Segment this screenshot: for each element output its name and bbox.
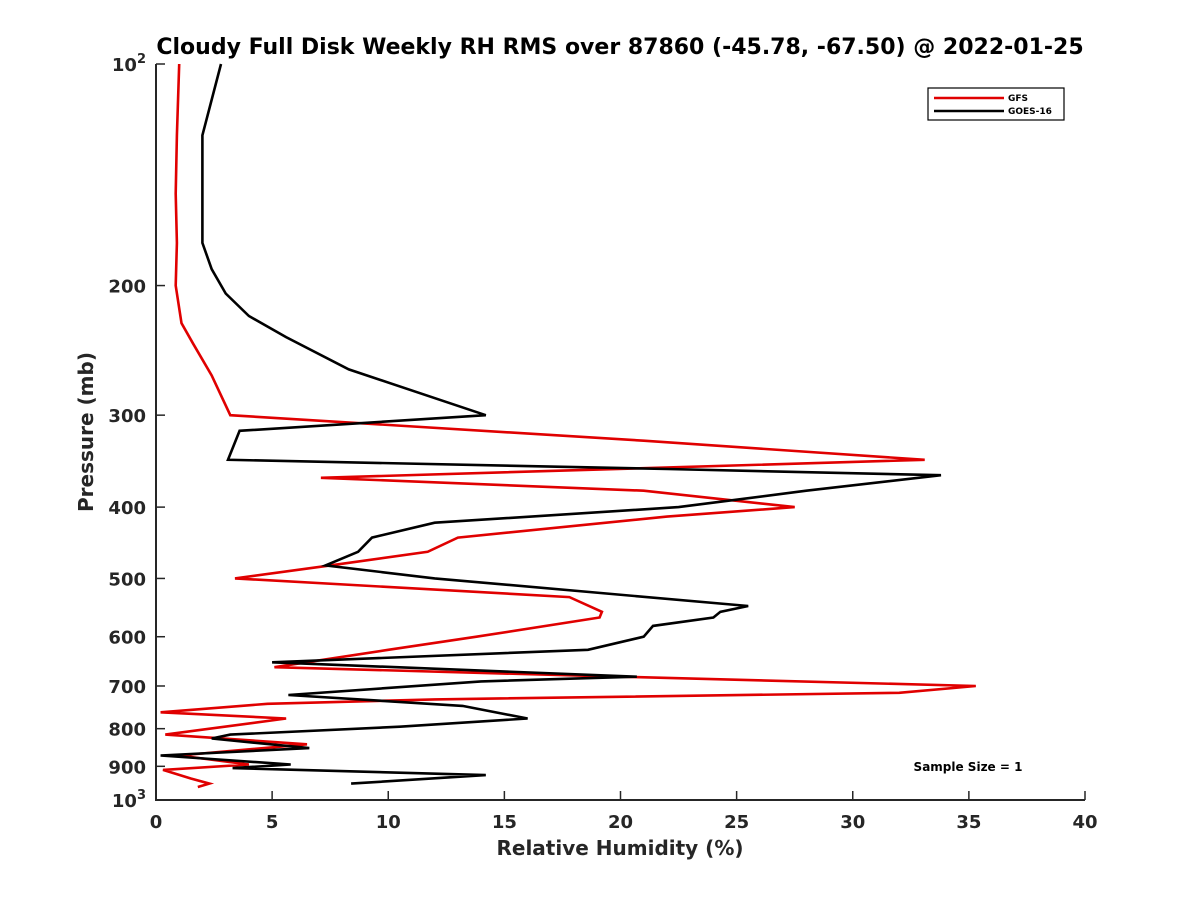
legend-label-gfs: GFS bbox=[1008, 94, 1028, 104]
axis-ticks: 0 5 10 15 20 25 30 35 40 102 200 300 400 500 600 700 800… bbox=[108, 52, 1097, 833]
y-tick-label: 700 bbox=[108, 677, 146, 698]
x-tick-label: 40 bbox=[1072, 812, 1097, 833]
x-tick-label: 35 bbox=[956, 812, 981, 833]
chart-title: Cloudy Full Disk Weekly RH RMS over 8786… bbox=[156, 35, 1083, 60]
y-tick-label: 500 bbox=[108, 569, 146, 590]
x-tick-label: 20 bbox=[608, 812, 633, 833]
x-tick-label: 5 bbox=[266, 812, 279, 833]
x-tick-label: 30 bbox=[840, 812, 865, 833]
y-tick-label: 103 bbox=[112, 788, 146, 812]
legend: GFS GOES-16 bbox=[927, 87, 1065, 121]
y-tick-label: 300 bbox=[108, 406, 146, 427]
x-tick-label: 10 bbox=[376, 812, 401, 833]
legend-label-goes16: GOES-16 bbox=[1008, 107, 1052, 117]
y-tick-label: 900 bbox=[108, 757, 146, 778]
x-tick-label: 15 bbox=[492, 812, 517, 833]
y-tick-label: 102 bbox=[112, 52, 146, 76]
x-tick-label: 0 bbox=[150, 812, 163, 833]
y-tick-label: 800 bbox=[108, 720, 146, 741]
y-tick-label: 600 bbox=[108, 628, 146, 649]
sample-size-annotation: Sample Size = 1 bbox=[914, 760, 1023, 774]
y-tick-label: 400 bbox=[108, 498, 146, 519]
series-line-goes-16 bbox=[160, 63, 942, 785]
legend-box bbox=[927, 87, 1065, 121]
axes-frame bbox=[155, 64, 1085, 801]
series-lines bbox=[160, 63, 976, 789]
x-tick-label: 25 bbox=[724, 812, 749, 833]
y-axis-label: Pressure (mb) bbox=[74, 352, 98, 512]
x-axis-label: Relative Humidity (%) bbox=[496, 836, 743, 860]
y-tick-label: 200 bbox=[108, 277, 146, 298]
series-line-gfs bbox=[160, 63, 976, 789]
